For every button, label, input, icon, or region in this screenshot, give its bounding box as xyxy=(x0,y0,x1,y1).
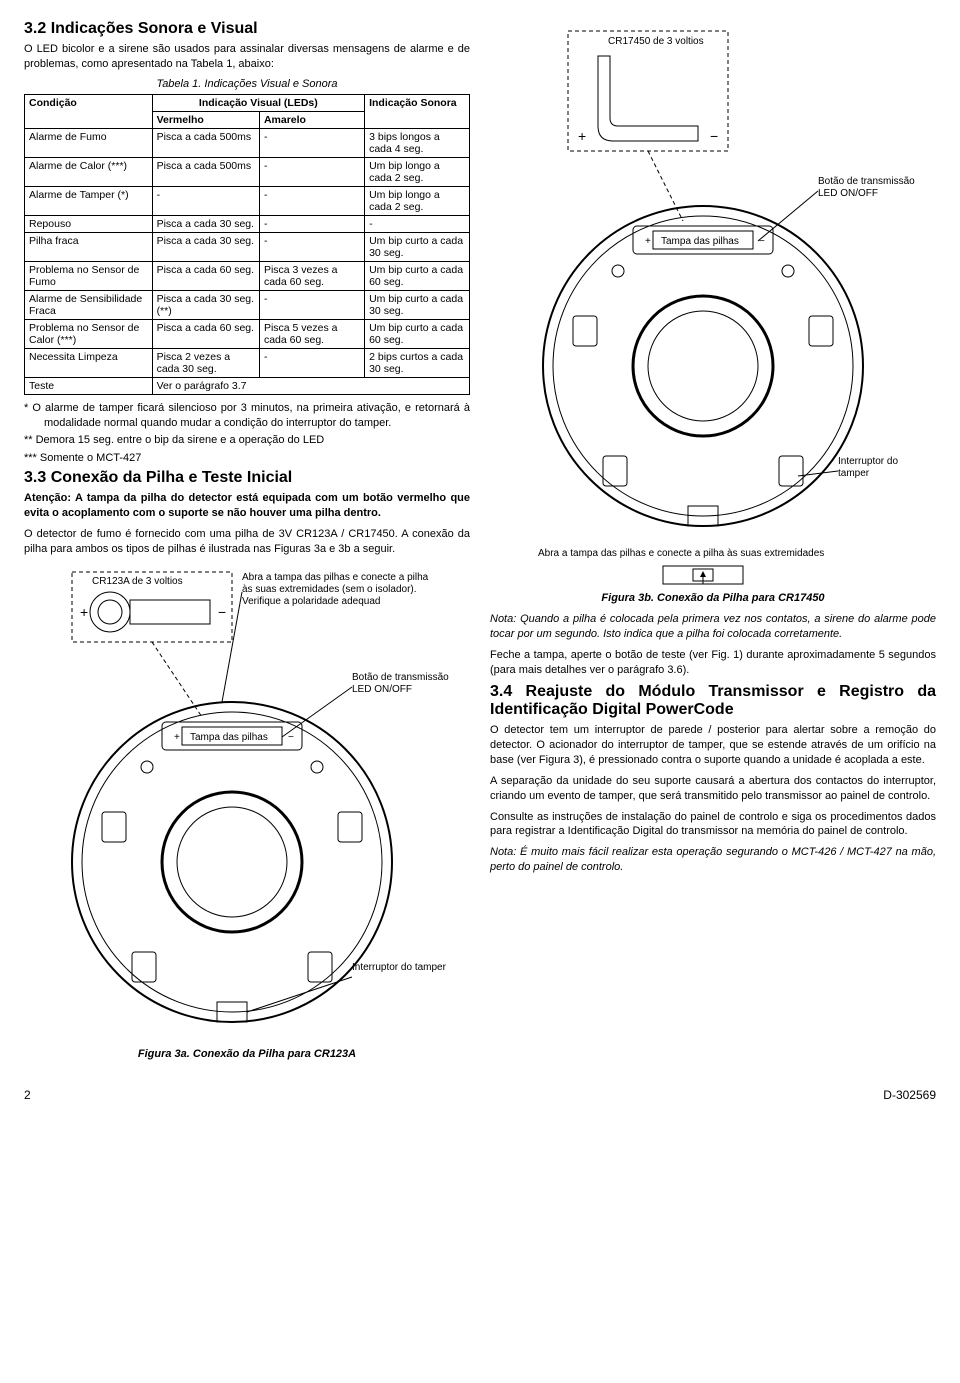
cell-v: Pisca a cada 500ms xyxy=(152,128,259,157)
p-3-3b: O detector de fumo é fornecido com uma p… xyxy=(24,527,470,557)
figure-3a-svg: CR123A de 3 voltios + − Abra a tampa das… xyxy=(32,562,462,1042)
cell-a: - xyxy=(259,128,364,157)
svg-text:+: + xyxy=(645,236,651,247)
fig3b-tamper-label: Interruptor do tamper xyxy=(838,456,928,480)
p-close: Feche a tampa, aperte o botão de teste (… xyxy=(490,648,936,678)
table-row: Alarme de Sensibilidade FracaPisca a cad… xyxy=(25,290,470,319)
table-row: Alarme de FumoPisca a cada 500ms-3 bips … xyxy=(25,128,470,157)
svg-text:−: − xyxy=(288,732,294,743)
svg-text:+: + xyxy=(578,128,586,144)
cell-c: Problema no Sensor de Fumo xyxy=(25,261,153,290)
cell-c: Repouso xyxy=(25,215,153,232)
th-sound: Indicação Sonora xyxy=(365,94,470,128)
table-row: Problema no Sensor de Calor (***)Pisca a… xyxy=(25,319,470,348)
table-row: Alarme de Calor (***)Pisca a cada 500ms-… xyxy=(25,157,470,186)
doc-number: D-302569 xyxy=(883,1088,936,1102)
cell-a: - xyxy=(259,215,364,232)
footnote-1: * O alarme de tamper ficará silencioso p… xyxy=(24,401,470,431)
cell-cond: Teste xyxy=(25,377,153,394)
fig3a-caption: Figura 3a. Conexão da Pilha para CR123A xyxy=(24,1048,470,1060)
cell-s: Um bip curto a cada 60 seg. xyxy=(365,319,470,348)
table-caption: Tabela 1. Indicações Visual e Sonora xyxy=(24,78,470,90)
fig3b-tx-label: Botão de transmissão LED ON/OFF xyxy=(818,176,928,200)
svg-text:−: − xyxy=(759,236,765,247)
cell-v: Pisca a cada 30 seg. xyxy=(152,215,259,232)
cell-c: Pilha fraca xyxy=(25,232,153,261)
p-note: Nota: Quando a pilha é colocada pela pri… xyxy=(490,612,936,642)
cell-s: Um bip curto a cada 30 seg. xyxy=(365,290,470,319)
cell-c: Alarme de Fumo xyxy=(25,128,153,157)
table-row: Problema no Sensor de FumoPisca a cada 6… xyxy=(25,261,470,290)
figure-3b-svg: CR17450 de 3 voltios + − Botão de transm… xyxy=(498,26,928,586)
cell-s: Um bip longo a cada 2 seg. xyxy=(365,186,470,215)
p-3-4b: A separação da unidade do seu suporte ca… xyxy=(490,774,936,804)
heading-3-3: 3.3 Conexão da Pilha e Teste Inicial xyxy=(24,469,470,487)
p-3-4a: O detector tem um interruptor de parede … xyxy=(490,723,936,768)
fig3a-cover-label: Tampa das pilhas xyxy=(190,732,268,743)
page-number: 2 xyxy=(24,1088,31,1102)
cell-c: Alarme de Calor (***) xyxy=(25,157,153,186)
svg-text:−: − xyxy=(710,128,718,144)
cell-a: - xyxy=(259,348,364,377)
cell-s: 2 bips curtos a cada 30 seg. xyxy=(365,348,470,377)
cell-c: Alarme de Tamper (*) xyxy=(25,186,153,215)
cell-v: - xyxy=(152,186,259,215)
figure-3b: CR17450 de 3 voltios + − Botão de transm… xyxy=(490,26,936,586)
cell-s: Um bip curto a cada 30 seg. xyxy=(365,232,470,261)
cell-a: - xyxy=(259,232,364,261)
cell-v: Pisca a cada 60 seg. xyxy=(152,319,259,348)
th-yellow: Amarelo xyxy=(259,111,364,128)
fig3b-cover-label: Tampa das pilhas xyxy=(661,236,739,247)
p-3-3a: Atenção: A tampa da pilha do detector es… xyxy=(24,491,470,521)
svg-text:+: + xyxy=(80,604,88,620)
svg-text:−: − xyxy=(218,604,226,620)
footnote-3: *** Somente o MCT-427 xyxy=(24,451,470,466)
th-red: Vermelho xyxy=(152,111,259,128)
table-row: RepousoPisca a cada 30 seg.-- xyxy=(25,215,470,232)
fig3b-caption: Figura 3b. Conexão da Pilha para CR17450 xyxy=(490,592,936,604)
cell-s: - xyxy=(365,215,470,232)
heading-3-4: 3.4 Reajuste do Módulo Transmissor e Reg… xyxy=(490,683,936,719)
cell-s: Um bip longo a cada 2 seg. xyxy=(365,157,470,186)
th-condition: Condição xyxy=(25,94,153,128)
table-row: Alarme de Tamper (*)--Um bip longo a cad… xyxy=(25,186,470,215)
fig3a-batt-label: CR123A de 3 voltios xyxy=(92,576,183,587)
cell-s: 3 bips longos a cada 4 seg. xyxy=(365,128,470,157)
table-row: TesteVer o parágrafo 3.7 xyxy=(25,377,470,394)
th-visual: Indicação Visual (LEDs) xyxy=(152,94,365,111)
intro-3-2: O LED bicolor e a sirene são usados para… xyxy=(24,42,470,72)
cell-v: Pisca a cada 60 seg. xyxy=(152,261,259,290)
fig3b-open-label: Abra a tampa das pilhas e conecte a pilh… xyxy=(538,548,824,559)
heading-3-2: 3.2 Indicações Sonora e Visual xyxy=(24,20,470,38)
indications-table: Condição Indicação Visual (LEDs) Indicaç… xyxy=(24,94,470,395)
cell-a: Pisca 5 vezes a cada 60 seg. xyxy=(259,319,364,348)
cell-v: Pisca 2 vezes a cada 30 seg. xyxy=(152,348,259,377)
p-3-4d: Nota: É muito mais fácil realizar esta o… xyxy=(490,845,936,875)
cell-s: Um bip curto a cada 60 seg. xyxy=(365,261,470,290)
cell-a: - xyxy=(259,186,364,215)
figure-3a: CR123A de 3 voltios + − Abra a tampa das… xyxy=(24,562,470,1042)
svg-text:+: + xyxy=(174,732,180,743)
attention-text: Atenção: A tampa da pilha do detector es… xyxy=(24,492,470,519)
cell-v: Pisca a cada 30 seg.(**) xyxy=(152,290,259,319)
fig3b-batt-label: CR17450 de 3 voltios xyxy=(608,36,704,47)
cell-c: Necessita Limpeza xyxy=(25,348,153,377)
cell-c: Problema no Sensor de Calor (***) xyxy=(25,319,153,348)
cell-merged: Ver o parágrafo 3.7 xyxy=(152,377,469,394)
p-3-4c: Consulte as instruções de instalação do … xyxy=(490,810,936,840)
fig3a-tx-label: Botão de transmissão LED ON/OFF xyxy=(352,672,462,696)
fig3a-open-label: Abra a tampa das pilhas e conecte a pilh… xyxy=(242,572,432,608)
table-row: Necessita LimpezaPisca 2 vezes a cada 30… xyxy=(25,348,470,377)
cell-c: Alarme de Sensibilidade Fraca xyxy=(25,290,153,319)
cell-a: - xyxy=(259,157,364,186)
cell-a: Pisca 3 vezes a cada 60 seg. xyxy=(259,261,364,290)
footnote-2: ** Demora 15 seg. entre o bip da sirene … xyxy=(24,433,470,448)
cell-v: Pisca a cada 500ms xyxy=(152,157,259,186)
fig3a-tamper-label: Interruptor do tamper xyxy=(352,962,452,974)
cell-v: Pisca a cada 30 seg. xyxy=(152,232,259,261)
cell-a: - xyxy=(259,290,364,319)
table-row: Pilha fracaPisca a cada 30 seg.-Um bip c… xyxy=(25,232,470,261)
